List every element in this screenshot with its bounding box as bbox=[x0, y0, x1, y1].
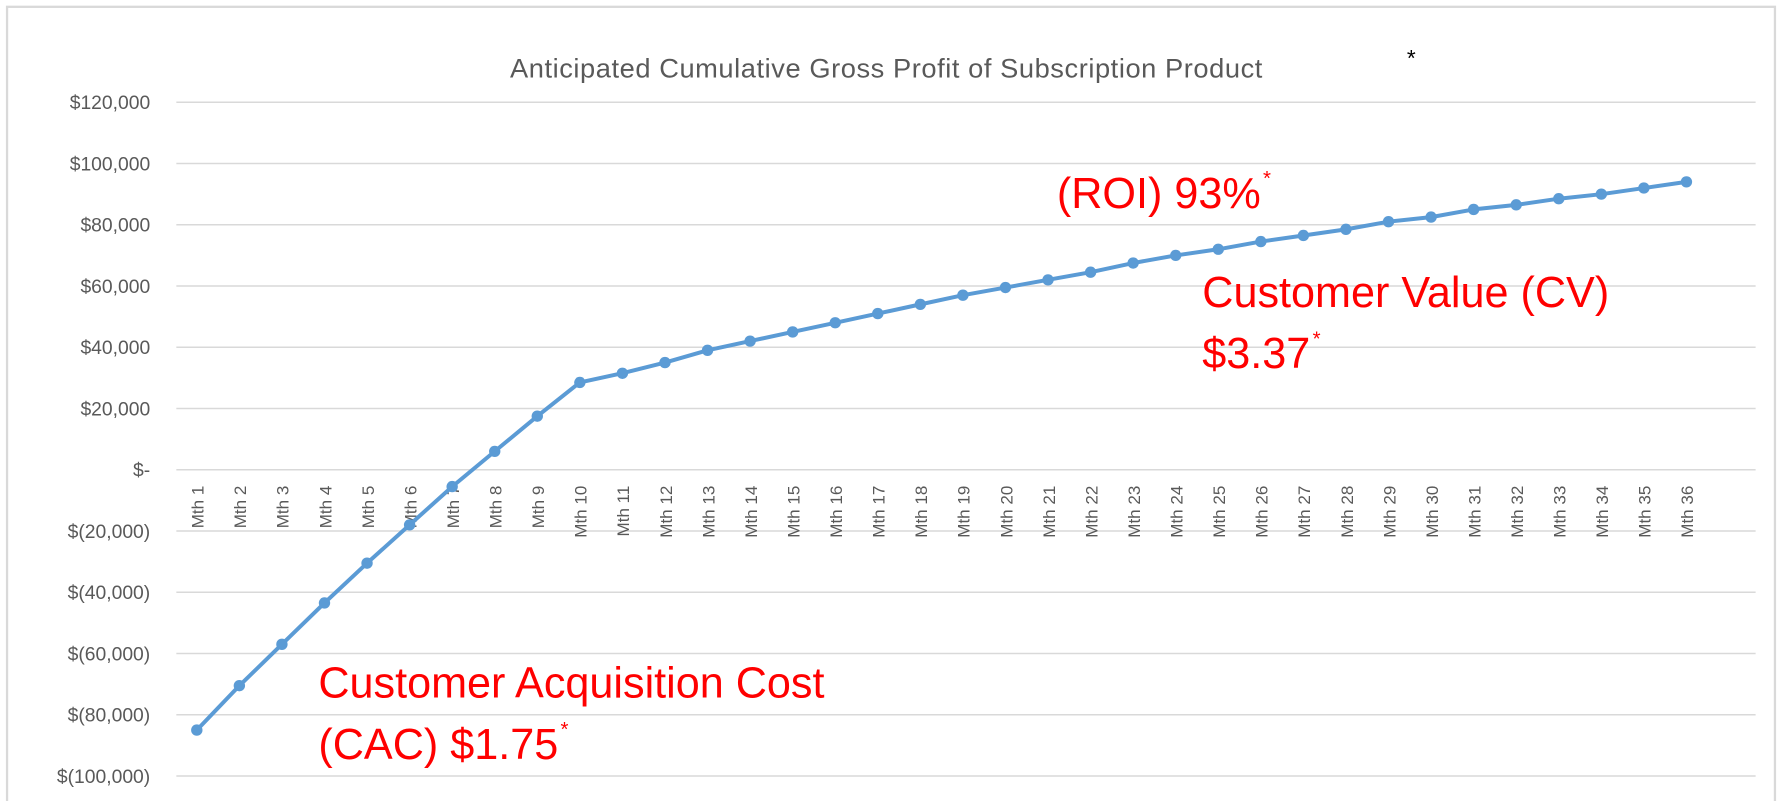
x-tick-label: Mth 34 bbox=[1593, 486, 1612, 538]
data-point bbox=[786, 326, 799, 338]
data-point bbox=[999, 281, 1012, 294]
annotation-mark: * bbox=[1313, 327, 1321, 350]
data-point bbox=[276, 638, 288, 650]
x-tick-label: Mth 2 bbox=[231, 486, 250, 529]
y-tick-label: $60,000 bbox=[80, 277, 150, 298]
data-point bbox=[659, 356, 671, 369]
chart-frame bbox=[5, 5, 1777, 801]
annotation: Customer Value (CV) bbox=[1202, 269, 1609, 317]
x-tick-label: Mth 5 bbox=[359, 486, 378, 529]
annotation: (CAC) $1.75 bbox=[318, 721, 558, 769]
x-tick-label: Mth 17 bbox=[870, 486, 889, 538]
x-tick-label: Mth 21 bbox=[1040, 486, 1059, 538]
data-point bbox=[574, 376, 586, 389]
data-point bbox=[1297, 229, 1310, 242]
data-point bbox=[744, 335, 756, 347]
annotation-mark: * bbox=[1263, 167, 1271, 190]
x-tick-label: Mth 18 bbox=[912, 486, 931, 538]
x-tick-label: Mth 12 bbox=[657, 486, 676, 538]
x-tick-label: Mth 22 bbox=[1082, 486, 1101, 538]
data-line bbox=[195, 179, 1687, 732]
data-point bbox=[489, 445, 501, 458]
x-tick-label: Mth 30 bbox=[1423, 486, 1442, 538]
y-tick-label: $40,000 bbox=[80, 338, 150, 359]
x-tick-label: Mth 11 bbox=[614, 486, 633, 537]
data-point bbox=[446, 480, 458, 493]
data-point bbox=[1382, 216, 1395, 228]
annotation: Customer Acquisition Cost bbox=[318, 660, 824, 708]
data-point bbox=[1340, 223, 1352, 236]
annotation-mark: * bbox=[561, 718, 569, 741]
data-point bbox=[616, 367, 629, 379]
x-tick-label: Mth 9 bbox=[529, 486, 548, 529]
x-tick-label: Mth 35 bbox=[1636, 486, 1655, 538]
x-tick-label: Mth 7 bbox=[444, 486, 463, 529]
y-tick-label: $(80,000) bbox=[68, 706, 151, 727]
y-tick-label: $(100,000) bbox=[57, 767, 150, 788]
data-point bbox=[1510, 199, 1522, 211]
data-point bbox=[403, 519, 416, 531]
y-tick-label: $(20,000) bbox=[68, 522, 151, 543]
data-point bbox=[1255, 235, 1267, 248]
data-point bbox=[191, 724, 203, 736]
x-tick-label: Mth 13 bbox=[699, 486, 718, 538]
data-point bbox=[361, 557, 373, 569]
x-tick-label: Mth 32 bbox=[1508, 486, 1527, 538]
x-tick-label: Mth 31 bbox=[1465, 486, 1484, 538]
data-point bbox=[1553, 193, 1565, 205]
data-point bbox=[872, 307, 884, 320]
data-point bbox=[1680, 176, 1693, 188]
data-point bbox=[914, 298, 927, 311]
data-point bbox=[1595, 188, 1607, 200]
x-tick-label: Mth 19 bbox=[955, 486, 974, 538]
y-tick-label: $80,000 bbox=[80, 216, 150, 237]
data-point bbox=[1467, 203, 1480, 216]
annotation: $3.37 bbox=[1202, 330, 1310, 378]
y-tick-label: $(60,000) bbox=[68, 644, 151, 665]
x-tick-label: Mth 14 bbox=[742, 486, 761, 538]
data-point bbox=[1425, 211, 1437, 223]
y-tick-label: $100,000 bbox=[70, 154, 151, 175]
y-tick-label: $20,000 bbox=[80, 399, 150, 420]
data-point bbox=[829, 317, 841, 329]
data-point bbox=[1170, 249, 1182, 262]
y-tick-label: $120,000 bbox=[70, 93, 151, 114]
x-tick-label: Mth 1 bbox=[189, 486, 208, 529]
data-point bbox=[531, 410, 543, 422]
data-point bbox=[1084, 266, 1097, 278]
data-point bbox=[1127, 257, 1139, 269]
x-tick-label: Mth 28 bbox=[1338, 486, 1357, 538]
x-tick-label: Mth 36 bbox=[1678, 486, 1697, 538]
x-tick-label: Mth 23 bbox=[1125, 486, 1144, 538]
x-tick-label: Mth 16 bbox=[827, 486, 846, 538]
x-tick-label: Mth 20 bbox=[997, 486, 1016, 538]
x-tick-label: Mth 29 bbox=[1380, 486, 1399, 538]
data-point bbox=[1212, 243, 1224, 255]
data-point bbox=[701, 344, 714, 356]
data-point bbox=[318, 597, 331, 609]
x-tick-label: Mth 15 bbox=[784, 486, 803, 538]
x-tick-label: Mth 25 bbox=[1210, 486, 1229, 538]
data-point bbox=[1042, 274, 1054, 286]
x-tick-label: Mth 24 bbox=[1168, 486, 1187, 538]
annotation: (ROI) 93% bbox=[1057, 170, 1261, 218]
x-tick-label: Mth 4 bbox=[316, 486, 335, 529]
title-mark: * bbox=[1407, 45, 1416, 71]
data-point bbox=[233, 679, 246, 692]
chart-title: Anticipated Cumulative Gross Profit of S… bbox=[510, 52, 1263, 83]
x-tick-label: Mth 33 bbox=[1551, 486, 1570, 538]
x-tick-label: Mth 10 bbox=[572, 486, 591, 538]
y-tick-label: $- bbox=[133, 461, 150, 482]
x-tick-label: Mth 26 bbox=[1253, 486, 1272, 538]
data-point bbox=[1638, 182, 1650, 194]
x-tick-label: Mth 3 bbox=[274, 486, 293, 529]
x-tick-label: Mth 8 bbox=[487, 486, 506, 529]
x-tick-label: Mth 27 bbox=[1295, 486, 1314, 538]
data-point bbox=[957, 289, 969, 301]
y-tick-label: $(40,000) bbox=[68, 583, 151, 604]
